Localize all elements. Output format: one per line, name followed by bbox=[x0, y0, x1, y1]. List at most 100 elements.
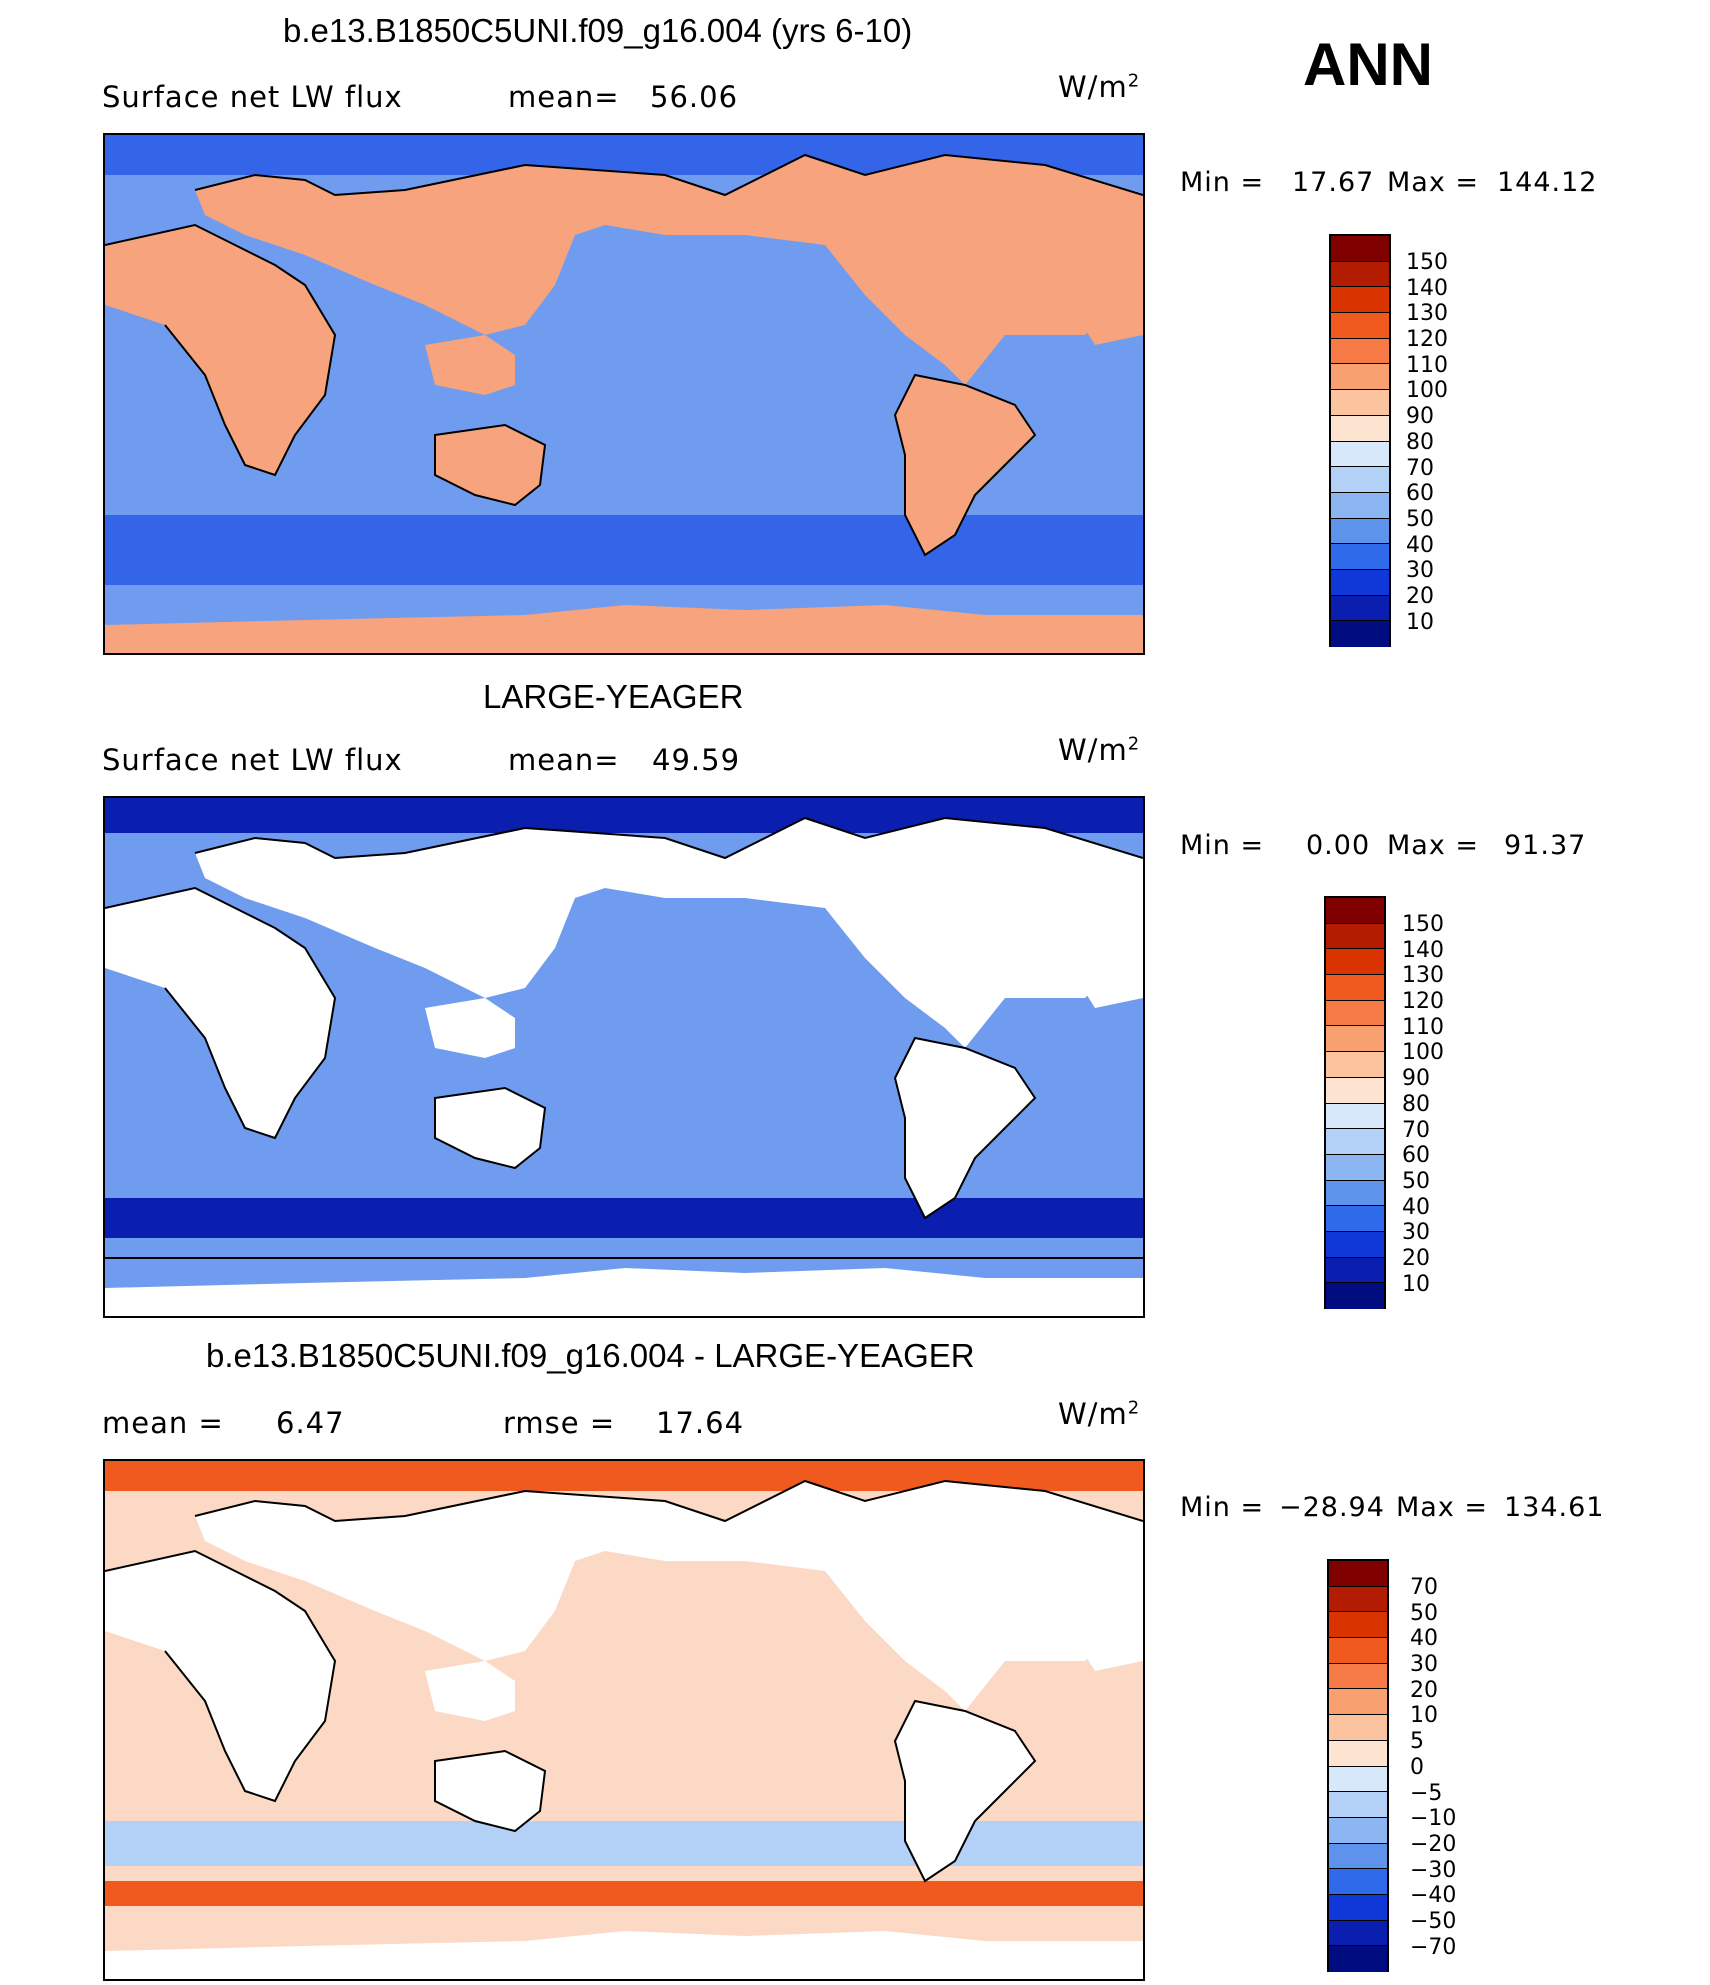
panel-3-colorbar-label: −50 bbox=[1410, 1908, 1457, 1934]
panel-2-colorbar-label: 30 bbox=[1402, 1220, 1430, 1246]
panel-2-colorbar-segment bbox=[1326, 949, 1384, 976]
panel-3-mean-value: 6.47 bbox=[276, 1406, 345, 1440]
panel-1-colorbar-label: 20 bbox=[1406, 583, 1434, 609]
panel-1-colorbar-segment bbox=[1331, 338, 1389, 365]
panel-1-colorbar bbox=[1329, 234, 1391, 647]
panel-1-colorbar-label: 150 bbox=[1406, 250, 1448, 275]
panel-2-colorbar-segment bbox=[1326, 1154, 1384, 1181]
panel-1-colorbar-segment bbox=[1331, 492, 1389, 519]
panel-2-colorbar-label: 100 bbox=[1402, 1040, 1444, 1066]
panel-2-colorbar-label: 20 bbox=[1402, 1245, 1430, 1271]
panel-3-continents bbox=[105, 1481, 1143, 1979]
panel-3-colorbar-segment bbox=[1329, 1663, 1387, 1690]
panel-3-colorbar-segment bbox=[1329, 1792, 1387, 1818]
panel-1-colorbar-segment bbox=[1331, 364, 1389, 391]
panel-3-colorbar-segment bbox=[1329, 1561, 1387, 1587]
panel-2-colorbar-label: 150 bbox=[1402, 912, 1444, 937]
panel-3-colorbar-label: −40 bbox=[1410, 1883, 1457, 1909]
panel-3-colorbar-segment bbox=[1329, 1817, 1387, 1844]
panel-2-colorbar-label: 140 bbox=[1402, 937, 1444, 963]
panel-1-colorbar-segment bbox=[1331, 415, 1389, 442]
panel-1-colorbar-segment bbox=[1331, 544, 1389, 570]
panel-1-colorbar-segment bbox=[1331, 287, 1389, 314]
panel-1-colorbar-label: 90 bbox=[1406, 404, 1434, 430]
panel-1-colorbar-label: 110 bbox=[1406, 352, 1448, 378]
panel-1-colorbar-label: 100 bbox=[1406, 378, 1448, 404]
panel-3-southern-band bbox=[105, 1881, 1143, 1906]
panel-1-colorbar-label: 30 bbox=[1406, 558, 1434, 584]
panel-2-colorbar-segment bbox=[1326, 898, 1384, 924]
panel-1-map-svg bbox=[105, 135, 1143, 653]
panel-2-colorbar-label: 40 bbox=[1402, 1194, 1430, 1220]
panel-2-colorbar-label: 80 bbox=[1402, 1091, 1430, 1117]
panel-1-title: b.e13.B1850C5UNI.f09_g16.004 (yrs 6-10) bbox=[283, 12, 913, 49]
panel-2-colorbar-segment bbox=[1326, 1283, 1384, 1309]
panel-3-colorbar-label: 70 bbox=[1410, 1575, 1438, 1600]
panel-3-colorbar-segment bbox=[1329, 1715, 1387, 1741]
panel-1-colorbar-segment bbox=[1331, 261, 1389, 288]
panel-2-colorbar-segment bbox=[1326, 975, 1384, 1001]
panel-2-coastline bbox=[105, 816, 1143, 1259]
panel-2-continents bbox=[105, 818, 1143, 1316]
panel-3-southern-cool-band bbox=[105, 1821, 1143, 1866]
panel-1-colorbar-label: 60 bbox=[1406, 481, 1434, 507]
panel-1-colorbar-segment bbox=[1331, 595, 1389, 622]
panel-2-units: W/m2 bbox=[1058, 733, 1141, 767]
panel-1-max-label: Max = bbox=[1387, 167, 1480, 198]
panel-3-rmse-label: rmse = bbox=[503, 1406, 616, 1440]
panel-1-colorbar-label: 130 bbox=[1406, 301, 1448, 327]
panel-3-colorbar-label: −10 bbox=[1410, 1806, 1457, 1832]
panel-3-colorbar-label: 30 bbox=[1410, 1652, 1438, 1678]
panel-1-southern-band bbox=[105, 515, 1143, 585]
panel-3-colorbar-label: −30 bbox=[1410, 1857, 1457, 1883]
panel-1-colorbar-segment bbox=[1331, 569, 1389, 596]
panel-1-coastline bbox=[105, 153, 1143, 557]
panel-1-colorbar-segment bbox=[1331, 518, 1389, 545]
panel-2-colorbar-label: 120 bbox=[1402, 989, 1444, 1015]
panel-3-min-label: Min = bbox=[1180, 1492, 1265, 1523]
panel-3-colorbar-segment bbox=[1329, 1689, 1387, 1716]
panel-3-colorbar-label: 5 bbox=[1410, 1729, 1424, 1755]
panel-2-colorbar-label: 90 bbox=[1402, 1066, 1430, 1092]
panel-1-mean-value: 56.06 bbox=[650, 80, 739, 114]
panel-3-colorbar-segment bbox=[1329, 1946, 1387, 1972]
panel-3-colorbar-label: 10 bbox=[1410, 1703, 1438, 1729]
panel-1-map bbox=[103, 133, 1145, 655]
panel-3-colorbar-segment bbox=[1329, 1894, 1387, 1921]
panel-1-colorbar-label: 40 bbox=[1406, 532, 1434, 558]
panel-3-map bbox=[103, 1459, 1145, 1981]
panel-2-mean-label: mean= bbox=[508, 743, 620, 777]
panel-2-colorbar-segment bbox=[1326, 1026, 1384, 1053]
panel-2-colorbar bbox=[1324, 896, 1386, 1309]
panel-2-colorbar-segment bbox=[1326, 1206, 1384, 1232]
panel-2-colorbar-segment bbox=[1326, 1000, 1384, 1027]
panel-2-min-value: 0.00 bbox=[1306, 830, 1371, 861]
panel-3-rmse-value: 17.64 bbox=[656, 1406, 745, 1440]
panel-1-max-value: 144.12 bbox=[1497, 167, 1598, 198]
panel-1-colorbar-label: 80 bbox=[1406, 429, 1434, 455]
panel-2-max-label: Max = bbox=[1387, 830, 1480, 861]
panel-2-colorbar-segment bbox=[1326, 1077, 1384, 1104]
panel-2-variable-label: Surface net LW flux bbox=[102, 743, 403, 777]
panel-1-colorbar-segment bbox=[1331, 390, 1389, 416]
panel-3-min-value: −28.94 bbox=[1279, 1492, 1385, 1523]
panel-2-southern-band bbox=[105, 1198, 1143, 1238]
panel-1-mean-label: mean= bbox=[508, 80, 620, 114]
panel-1-colorbar-label: 70 bbox=[1406, 455, 1434, 481]
panel-1-colorbar-label: 120 bbox=[1406, 327, 1448, 353]
panel-3-colorbar-segment bbox=[1329, 1740, 1387, 1767]
panel-2-min-label: Min = bbox=[1180, 830, 1265, 861]
panel-2-map bbox=[103, 796, 1145, 1318]
panel-1-units: W/m2 bbox=[1058, 70, 1141, 104]
panel-2-map-svg bbox=[105, 798, 1143, 1316]
panel-3-colorbar-label: 40 bbox=[1410, 1626, 1438, 1652]
panel-3-colorbar-segment bbox=[1329, 1920, 1387, 1947]
season-label: ANN bbox=[1303, 31, 1433, 98]
panel-3-colorbar-segment bbox=[1329, 1638, 1387, 1664]
panel-1-colorbar-segment bbox=[1331, 441, 1389, 468]
panel-1-colorbar-segment bbox=[1331, 621, 1389, 647]
panel-3-colorbar-segment bbox=[1329, 1766, 1387, 1793]
panel-2-colorbar-segment bbox=[1326, 1129, 1384, 1155]
panel-1-min-label: Min = bbox=[1180, 167, 1265, 198]
panel-3-colorbar-label: −20 bbox=[1410, 1831, 1457, 1857]
